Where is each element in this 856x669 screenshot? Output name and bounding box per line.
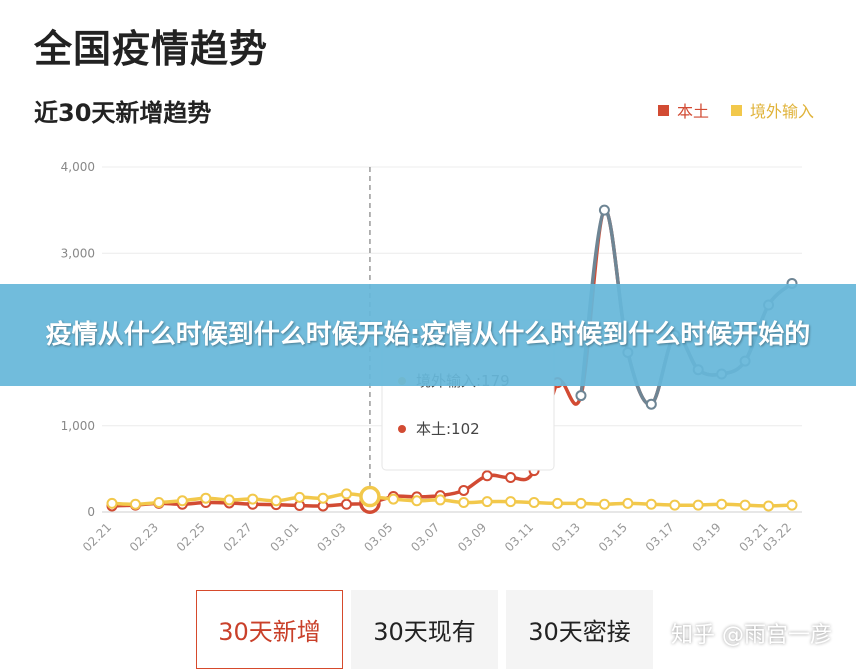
legend-item-local[interactable]: 本土 (657, 98, 709, 122)
data-point-2 (129, 498, 141, 510)
x-tick-label: 03.01 (268, 520, 302, 554)
data-point-2 (387, 493, 399, 505)
data-point-2 (411, 495, 423, 507)
data-point-0 (505, 472, 517, 483)
x-tick-label: 02.27 (221, 520, 255, 554)
legend-label-imported: 境外输入 (749, 102, 814, 121)
watermark: 知乎 @雨宫一彦 (671, 623, 832, 648)
tooltip-dot (398, 425, 406, 433)
data-point-2 (434, 494, 446, 506)
x-tick-label: 02.23 (127, 520, 161, 554)
data-point-2 (598, 498, 610, 510)
data-point-2 (270, 495, 282, 507)
data-point-0 (458, 484, 470, 496)
y-tick-label: 3,000 (61, 246, 95, 260)
data-point-2 (505, 496, 517, 508)
data-point-2 (359, 485, 381, 508)
data-point-2 (622, 497, 634, 509)
x-tick-label: 03.03 (314, 520, 348, 554)
x-tick-label: 03.15 (596, 520, 630, 554)
y-tick-label: 0 (87, 505, 95, 519)
data-point-2 (692, 499, 704, 511)
section-title: 近30天新增趋势 (34, 99, 212, 127)
x-tick-label: 03.05 (361, 520, 395, 554)
data-point-2 (786, 499, 798, 511)
data-point-2 (247, 493, 259, 505)
data-point-2 (528, 497, 540, 509)
chart-legend: 本土 境外输入 (657, 98, 814, 122)
y-tick-label: 4,000 (61, 160, 95, 174)
x-tick-label: 03.17 (643, 520, 677, 554)
data-point-2 (294, 491, 306, 503)
x-tick-label: 02.21 (80, 520, 114, 554)
legend-swatch-local (657, 104, 669, 116)
data-point-0 (340, 498, 352, 510)
legend-swatch-imported (730, 104, 742, 116)
data-point-2 (669, 499, 681, 511)
tab-bar: 30天新增 30天现有 30天密接 (196, 590, 653, 669)
data-point-2 (552, 497, 564, 509)
tab-30-day-new[interactable]: 30天新增 (196, 590, 343, 669)
tab-30-day-current[interactable]: 30天现有 (351, 590, 498, 669)
tooltip-row-text: 本土:102 (416, 420, 480, 438)
data-point-2 (739, 499, 751, 511)
legend-item-imported[interactable]: 境外输入 (730, 98, 814, 122)
data-point-2 (481, 496, 493, 508)
y-tick-label: 1,000 (61, 419, 95, 433)
title-banner: 疫情从什么时候到什么时候开始:疫情从什么时候到什么时候开始的 (0, 284, 856, 386)
data-point-2 (317, 492, 329, 504)
x-tick-label: 03.09 (455, 520, 489, 554)
page-title: 全国疫情趋势 (34, 27, 269, 71)
banner-text: 疫情从什么时候到什么时候开始:疫情从什么时候到什么时候开始的 (45, 319, 811, 350)
legend-label-local: 本土 (676, 102, 709, 121)
data-point-2 (200, 492, 212, 504)
data-point-2 (458, 497, 470, 509)
data-point-1 (645, 398, 657, 410)
data-point-2 (106, 497, 118, 509)
x-tick-label: 03.13 (549, 520, 583, 554)
data-point-2 (763, 500, 775, 512)
data-point-2 (340, 488, 352, 500)
data-point-2 (645, 498, 657, 510)
data-point-2 (176, 495, 188, 507)
x-tick-label: 02.25 (174, 520, 208, 554)
x-tick-label: 03.07 (408, 520, 442, 554)
data-point-2 (153, 497, 165, 509)
x-tick-label: 03.19 (690, 520, 724, 554)
x-tick-label: 03.11 (502, 520, 536, 554)
data-point-2 (575, 497, 587, 509)
data-point-1 (598, 204, 610, 216)
tab-30-day-contacts[interactable]: 30天密接 (506, 590, 653, 669)
data-point-2 (223, 494, 235, 506)
data-point-0 (481, 470, 493, 482)
data-point-2 (716, 498, 728, 510)
data-point-1 (575, 390, 587, 402)
